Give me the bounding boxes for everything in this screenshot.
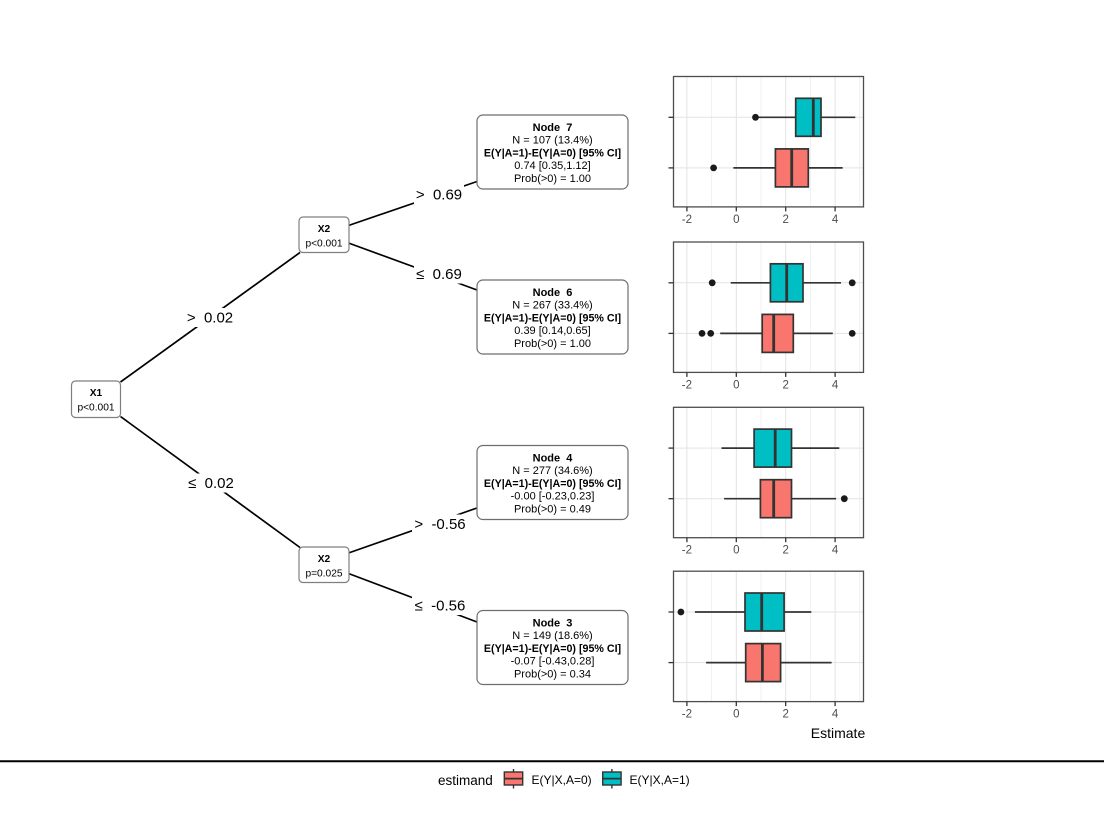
svg-text:4: 4 [832, 709, 839, 721]
svg-text:2: 2 [782, 545, 788, 557]
svg-text:0.74 [0.35,1.12]: 0.74 [0.35,1.12] [514, 160, 590, 172]
svg-text:E(Y|A=1)-E(Y|A=0) [95% CI]: E(Y|A=1)-E(Y|A=0) [95% CI] [484, 147, 621, 159]
svg-text:≤ 0.69: ≤ 0.69 [416, 266, 462, 283]
svg-text:4: 4 [832, 379, 839, 391]
svg-text:Node 4: Node 4 [533, 453, 574, 465]
svg-text:Node 3: Node 3 [533, 618, 573, 630]
svg-text:E(Y|X,A=1): E(Y|X,A=1) [630, 773, 690, 787]
svg-text:N = 267 (33.4%): N = 267 (33.4%) [512, 300, 592, 312]
svg-text:0.39 [0.14,0.65]: 0.39 [0.14,0.65] [514, 325, 590, 337]
svg-text:X2: X2 [318, 554, 331, 565]
svg-text:0: 0 [733, 214, 739, 226]
svg-text:Prob(>0) = 1.00: Prob(>0) = 1.00 [514, 338, 591, 350]
svg-text:4: 4 [832, 545, 839, 557]
svg-text:E(Y|X,A=0): E(Y|X,A=0) [532, 773, 592, 787]
svg-text:≤ 0.02: ≤ 0.02 [188, 475, 234, 492]
svg-text:0: 0 [733, 709, 739, 721]
svg-text:N = 107 (13.4%): N = 107 (13.4%) [512, 135, 592, 147]
svg-text:> -0.56: > -0.56 [414, 516, 465, 533]
svg-text:p<0.001: p<0.001 [77, 402, 114, 413]
svg-text:≤ -0.56: ≤ -0.56 [415, 598, 466, 615]
svg-text:2: 2 [782, 709, 788, 721]
svg-text:N = 149 (18.6%): N = 149 (18.6%) [512, 630, 592, 642]
svg-text:X2: X2 [318, 224, 331, 235]
svg-text:-2: -2 [682, 214, 692, 226]
svg-text:4: 4 [832, 214, 839, 226]
svg-text:p<0.001: p<0.001 [305, 238, 342, 249]
svg-text:Prob(>0) = 1.00: Prob(>0) = 1.00 [514, 173, 591, 185]
svg-text:X1: X1 [90, 388, 103, 399]
svg-text:E(Y|A=1)-E(Y|A=0) [95% CI]: E(Y|A=1)-E(Y|A=0) [95% CI] [484, 312, 621, 324]
svg-text:E(Y|A=1)-E(Y|A=0) [95% CI]: E(Y|A=1)-E(Y|A=0) [95% CI] [484, 643, 621, 655]
svg-text:Node 6: Node 6 [533, 287, 573, 299]
svg-text:Estimate: Estimate [811, 725, 866, 741]
svg-text:-2: -2 [682, 379, 692, 391]
svg-text:E(Y|A=1)-E(Y|A=0) [95% CI]: E(Y|A=1)-E(Y|A=0) [95% CI] [484, 478, 621, 490]
svg-text:Prob(>0) = 0.49: Prob(>0) = 0.49 [514, 503, 591, 515]
svg-text:0: 0 [733, 379, 739, 391]
svg-text:p=0.025: p=0.025 [305, 568, 342, 579]
svg-text:N = 277 (34.6%): N = 277 (34.6%) [512, 465, 592, 477]
svg-text:2: 2 [782, 214, 788, 226]
svg-text:-2: -2 [682, 545, 692, 557]
svg-text:0: 0 [733, 545, 739, 557]
svg-text:-2: -2 [682, 709, 692, 721]
svg-text:Node 7: Node 7 [533, 122, 573, 134]
svg-text:estimand: estimand [438, 773, 493, 788]
svg-text:-0.07 [-0.43,0.28]: -0.07 [-0.43,0.28] [511, 656, 595, 668]
svg-text:2: 2 [782, 379, 788, 391]
svg-text:> 0.69: > 0.69 [416, 187, 462, 204]
svg-text:Prob(>0) = 0.34: Prob(>0) = 0.34 [514, 668, 591, 680]
svg-text:-0.00 [-0.23,0.23]: -0.00 [-0.23,0.23] [511, 491, 595, 503]
svg-text:> 0.02: > 0.02 [187, 310, 233, 327]
